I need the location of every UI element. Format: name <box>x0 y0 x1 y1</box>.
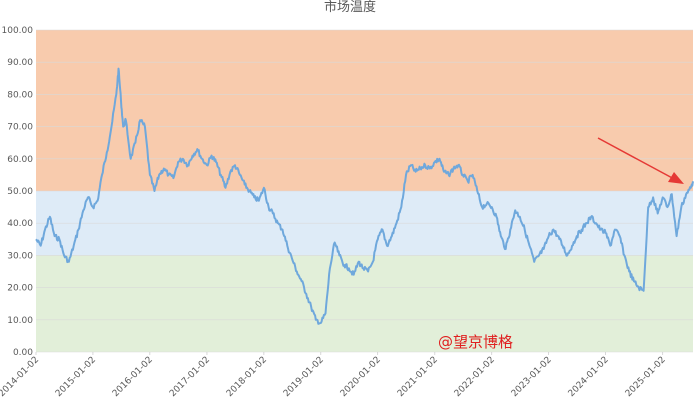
band-0 <box>36 255 693 352</box>
y-tick-label-0: 0.00 <box>13 348 33 358</box>
y-tick-label-7: 70.00 <box>7 123 33 133</box>
y-axis-ticks: 0.00 10.00 20.00 30.00 40.00 50.00 60.00 70.00 8… <box>2 26 34 358</box>
x-tick-label-5: 2019-01-02 <box>282 355 326 399</box>
y-tick-label-9: 90.00 <box>7 58 33 68</box>
series-line-0 <box>35 67 694 325</box>
x-tick-label-0: 2014-01-02 <box>0 355 41 399</box>
x-tick-label-10: 2024-01-02 <box>567 355 611 399</box>
x-axis-ticks: 2014-01-02 2015-01-02 2016-01-02 2017-01-02… <box>0 352 668 399</box>
x-tick-label-6: 2020-01-02 <box>339 355 383 399</box>
y-tick-label-4: 40.00 <box>7 219 33 229</box>
y-tick-label-3: 30.00 <box>7 251 33 261</box>
trend-arrow <box>597 137 684 184</box>
band-2 <box>36 30 693 191</box>
arrow-shaft <box>597 137 677 181</box>
gridlines <box>36 29 693 353</box>
x-tick-label-8: 2022-01-02 <box>453 355 497 399</box>
x-tick-label-9: 2023-01-02 <box>510 355 554 399</box>
chart-title: 市场温度 <box>324 0 376 15</box>
watermark-text: @望京博格 <box>438 333 513 351</box>
y-tick-label-5: 50.00 <box>7 187 33 197</box>
y-tick-label-10: 100.00 <box>2 26 34 36</box>
series-layer <box>35 67 694 325</box>
y-tick-label-6: 60.00 <box>7 155 33 165</box>
y-tick-label-8: 80.00 <box>7 90 33 100</box>
y-tick-label-1: 10.00 <box>7 316 33 326</box>
y-tick-label-2: 20.00 <box>7 284 33 294</box>
x-tick-label-11: 2025-01-02 <box>624 355 668 399</box>
x-tick-label-3: 2017-01-02 <box>168 355 212 399</box>
arrow-head <box>668 172 684 184</box>
x-tick-label-4: 2018-01-02 <box>225 355 269 399</box>
x-tick-label-1: 2015-01-02 <box>54 355 98 399</box>
x-tick-label-7: 2021-01-02 <box>396 355 440 399</box>
x-tick-label-2: 2016-01-02 <box>111 355 155 399</box>
